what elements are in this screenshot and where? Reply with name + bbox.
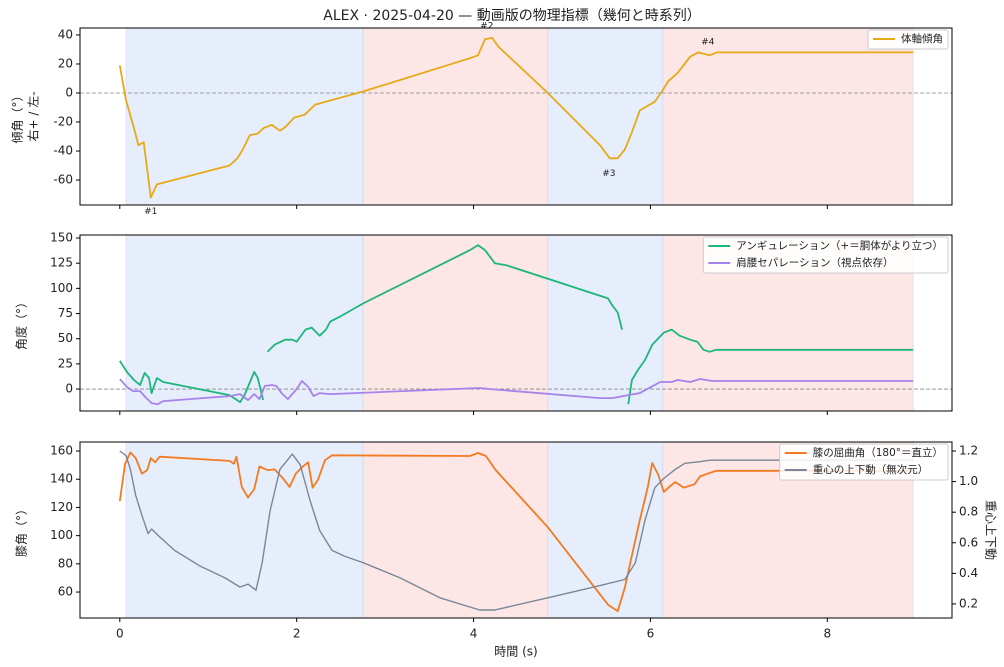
legend-box (779, 443, 949, 481)
axes-frame (79, 234, 953, 412)
x-tick-label: 6 (647, 627, 655, 641)
panel: -60 -40 -20 0 20 40 #1 #2 #3 #4 傾角（°） 右+ / 左- 体軸傾角 (11, 21, 953, 217)
series-line (119, 378, 914, 406)
y-tick-label: 60 (58, 585, 73, 599)
phase-band (547, 234, 664, 412)
y-tick-label: 40 (58, 27, 73, 41)
x-tick-label: 8 (823, 627, 831, 641)
panel: 0 2 4 6 8 60 80 100 120 140 160 0.2 0.4 0.6 0.8 1.0 1.2 膝… (15, 441, 998, 659)
legend: 体軸傾角 (867, 29, 949, 50)
legend-label: 肩腰セパレーション（視点依存） (736, 256, 893, 269)
phase-band (125, 234, 364, 412)
phase-band (362, 234, 549, 412)
series-line (118, 37, 914, 199)
y2-axis-label: 重心上下動 (984, 500, 998, 560)
figure-title: ALEX · 2025-04-20 — 動画版の物理指標（幾何と時系列） (323, 8, 700, 24)
annotation: #3 (602, 169, 615, 179)
legend-label: アンギュレーション（+＝胴体がより立つ） (736, 239, 943, 252)
y-tick-label: -40 (53, 144, 73, 158)
phase-band (362, 441, 549, 619)
y-tick-label: 100 (50, 528, 73, 542)
phase-band (662, 27, 914, 206)
y2-tick-label: 0.6 (959, 535, 978, 549)
y-axis-label: 傾角（°） (11, 89, 25, 143)
y-tick-label: 20 (58, 56, 73, 70)
y-tick-label: 150 (50, 231, 73, 245)
phase-band (547, 27, 664, 206)
phase-band (125, 441, 364, 619)
y-tick-label: 50 (58, 331, 73, 345)
y-tick-label: 75 (58, 306, 73, 320)
legend: 膝の屈曲角（180°＝直立） 重心の上下動（無次元） (779, 443, 949, 481)
y-axis-label: 膝角（°） (15, 503, 29, 557)
legend-label: 体軸傾角 (901, 32, 943, 45)
y-tick-label: 120 (50, 500, 73, 514)
annotation: #4 (701, 37, 715, 47)
y-axis-label: 角度（°） (14, 296, 29, 350)
phase-band (362, 27, 549, 206)
axes-frame (79, 27, 953, 206)
y-tick-label: 25 (58, 356, 73, 370)
panel: 0 25 50 75 100 125 150 角度（°） アンギュレーション（+＝胴体がより立つ… (14, 231, 953, 415)
x-axis-label: 時間 (s) (494, 645, 537, 659)
series-line (119, 450, 914, 611)
legend-box (867, 29, 949, 50)
y-tick-label: 0 (65, 85, 73, 99)
x-tick-label: 4 (470, 627, 478, 641)
y-tick-label: -20 (53, 115, 73, 129)
y-tick-label: 140 (50, 472, 73, 486)
annotation: #2 (480, 21, 493, 31)
y-tick-label: 80 (58, 556, 73, 570)
series-line (118, 451, 914, 612)
y2-tick-label: 0.8 (959, 505, 978, 519)
y2-tick-label: 0.4 (959, 566, 978, 580)
y-tick-label: 0 (65, 382, 73, 396)
x-tick-label: 0 (116, 627, 124, 641)
y2-tick-label: 1.0 (959, 474, 978, 488)
legend-label: 膝の屈曲角（180°＝直立） (813, 446, 943, 459)
legend-label: 重心の上下動（無次元） (813, 463, 929, 476)
y-axis-label: 右+ / 左- (26, 91, 41, 141)
y-tick-label: -60 (53, 173, 73, 187)
annotation: #1 (144, 207, 157, 217)
y2-tick-label: 0.2 (959, 596, 978, 610)
y2-tick-label: 1.2 (959, 444, 978, 458)
x-tick-label: 2 (293, 627, 301, 641)
y-tick-label: 125 (50, 256, 73, 270)
phase-band (547, 441, 664, 619)
legend: アンギュレーション（+＝胴体がより立つ） 肩腰セパレーション（視点依存） (702, 236, 949, 274)
series-line (119, 244, 914, 405)
axes-frame (79, 441, 953, 619)
y-tick-label: 160 (50, 444, 73, 458)
y-tick-label: 100 (50, 281, 73, 295)
legend-box (702, 236, 949, 274)
phase-band (125, 27, 364, 206)
